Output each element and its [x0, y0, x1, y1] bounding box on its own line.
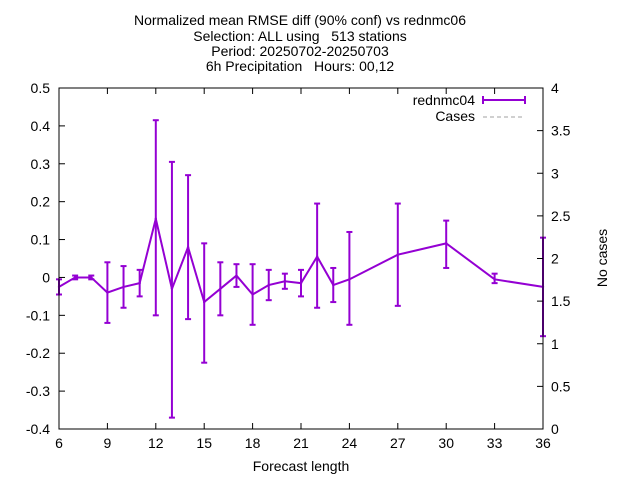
- y2-tick-label-5: 2.5: [551, 208, 571, 224]
- legend-swatch-rednmc04: [482, 96, 526, 104]
- x-tick-label-8: 30: [438, 435, 454, 451]
- data-point-16: [315, 255, 319, 258]
- y-tick-label-6: 0.2: [31, 194, 51, 210]
- y2-tick-label-6: 3: [551, 165, 559, 181]
- chart-title-line-2: Selection: ALL using 513 stations: [193, 28, 407, 44]
- data-point-6: [154, 217, 157, 220]
- y2-tick-label-4: 2: [551, 251, 559, 267]
- x-tick-label-7: 27: [390, 435, 406, 451]
- x-tick-label-3: 15: [196, 435, 212, 451]
- y-tick-label-5: 0.1: [31, 232, 51, 248]
- legend: rednmc04 Cases: [413, 92, 526, 124]
- data-point-7: [170, 287, 174, 291]
- y2-tick-label-8: 4: [551, 80, 559, 96]
- data-point-3: [106, 291, 109, 294]
- legend-label-cases: Cases: [435, 108, 475, 124]
- data-point-21: [493, 278, 496, 281]
- y2-tick-label-7: 3.5: [551, 123, 571, 139]
- x-tick-label-4: 18: [245, 435, 261, 451]
- legend-label-rednmc04: rednmc04: [413, 92, 475, 108]
- y2-axis-label: No cases: [594, 229, 610, 287]
- data-point-17: [332, 283, 335, 287]
- x-tick-label-6: 24: [342, 435, 358, 451]
- plot-frame: [58, 87, 544, 430]
- data-point-11: [235, 274, 238, 277]
- data-point-19: [396, 253, 399, 256]
- y2-tick-label-1: 0.5: [551, 378, 571, 394]
- data-point-2: [90, 276, 93, 279]
- x-tick-label-0: 6: [55, 435, 63, 451]
- data-point-5: [138, 281, 141, 285]
- data-point-14: [283, 280, 287, 283]
- x-axis-label: Forecast length: [253, 458, 350, 474]
- y-tick-label-4: 0: [42, 269, 50, 285]
- series-layer: [56, 87, 546, 419]
- data-point-1: [73, 276, 77, 279]
- y-tick-label-3: -0.1: [26, 307, 50, 323]
- y-tick-label-7: 0.3: [31, 156, 51, 172]
- y-tick-label-9: 0.5: [31, 80, 51, 96]
- y-tick-label-8: 0.4: [31, 118, 51, 134]
- x-tick-label-9: 33: [487, 435, 503, 451]
- data-point-9: [203, 300, 206, 304]
- data-point-10: [219, 287, 222, 291]
- chart-title-line-1: Normalized mean RMSE diff (90% conf) vs …: [134, 12, 466, 28]
- y-tick-label-2: -0.2: [26, 345, 50, 361]
- x-tick-label-1: 9: [104, 435, 112, 451]
- x-tick-label-10: 36: [535, 435, 551, 451]
- x-tick-label-5: 21: [293, 435, 309, 451]
- data-point-13: [267, 283, 270, 287]
- data-point-18: [348, 278, 351, 281]
- x-tick-label-2: 12: [148, 435, 164, 451]
- data-point-4: [122, 285, 125, 289]
- data-point-15: [299, 281, 303, 285]
- ticks-layer: 6 9 12 15 18 21 24 27 30 33 36-0.4-0.3-0.2-0.100.1…: [26, 80, 571, 451]
- y-tick-label-0: -0.4: [26, 421, 50, 437]
- data-point-8: [186, 245, 190, 249]
- chart-title-line-3: Period: 20250702-20250703: [211, 43, 389, 59]
- y2-tick-label-2: 1: [551, 336, 559, 352]
- y2-tick-label-3: 1.5: [551, 293, 571, 309]
- data-point-20: [445, 242, 448, 245]
- y-tick-label-1: -0.3: [26, 383, 50, 399]
- y2-tick-label-0: 0: [551, 421, 559, 437]
- chart-title-line-4: 6h Precipitation Hours: 00,12: [205, 58, 395, 74]
- data-point-12: [251, 293, 254, 296]
